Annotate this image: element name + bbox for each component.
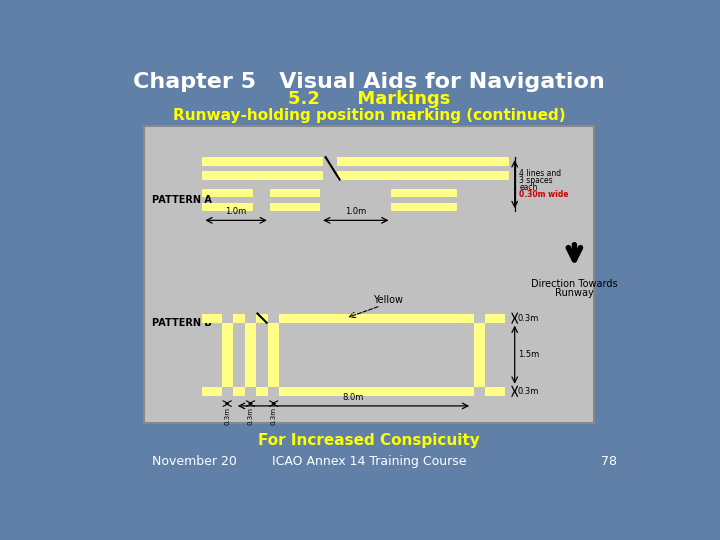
Bar — [202, 189, 253, 197]
Bar — [202, 387, 505, 396]
Text: 1.5m: 1.5m — [518, 350, 539, 359]
Bar — [245, 323, 256, 387]
Bar — [279, 314, 474, 323]
Text: 3 spaces: 3 spaces — [519, 176, 553, 185]
Bar — [269, 314, 279, 323]
Text: each: each — [519, 183, 538, 192]
Text: 1.0m: 1.0m — [225, 207, 247, 217]
Bar — [337, 157, 508, 166]
Bar — [474, 387, 485, 396]
Bar — [222, 323, 233, 387]
Text: 0.30m wide: 0.30m wide — [519, 190, 569, 199]
Bar — [202, 314, 505, 323]
Bar — [245, 314, 256, 323]
Bar — [485, 314, 505, 323]
Bar — [144, 126, 594, 423]
Text: 1.0m: 1.0m — [345, 207, 366, 217]
Bar — [337, 171, 508, 179]
Text: 0.3m: 0.3m — [248, 407, 253, 424]
Text: Chapter 5   Visual Aids for Navigation: Chapter 5 Visual Aids for Navigation — [133, 72, 605, 92]
Text: November 20: November 20 — [152, 455, 237, 468]
Bar — [256, 314, 269, 323]
Bar — [485, 387, 505, 396]
Bar — [270, 202, 320, 211]
Text: Direction Towards: Direction Towards — [531, 279, 618, 289]
Bar — [202, 202, 253, 211]
Bar — [202, 387, 222, 396]
Bar — [233, 387, 245, 396]
Text: 0.3m: 0.3m — [224, 407, 230, 424]
Bar — [270, 189, 320, 197]
Text: For Increased Conspicuity: For Increased Conspicuity — [258, 433, 480, 448]
Bar — [245, 387, 256, 396]
Bar — [279, 387, 474, 396]
Text: 0.3m: 0.3m — [518, 387, 539, 396]
Text: 0.3m: 0.3m — [518, 314, 539, 322]
Bar — [222, 314, 233, 323]
Bar — [202, 157, 323, 166]
Bar — [269, 323, 279, 387]
Bar — [233, 314, 245, 323]
Bar — [269, 387, 279, 396]
Text: PATTERN A: PATTERN A — [152, 194, 212, 205]
Bar — [202, 314, 222, 323]
Text: 78: 78 — [601, 455, 618, 468]
Bar — [202, 171, 323, 179]
Bar — [474, 314, 485, 323]
Bar — [256, 387, 269, 396]
Bar — [222, 387, 233, 396]
Text: Yellow: Yellow — [374, 295, 403, 305]
Text: ICAO Annex 14 Training Course: ICAO Annex 14 Training Course — [271, 455, 467, 468]
Text: Runway-holding position marking (continued): Runway-holding position marking (continu… — [173, 108, 565, 123]
Text: PATTERN B: PATTERN B — [152, 318, 212, 328]
Text: Runway: Runway — [555, 288, 594, 298]
Text: 0.3m: 0.3m — [271, 407, 276, 424]
Text: 4 lines and: 4 lines and — [519, 169, 562, 178]
Bar — [474, 323, 485, 387]
Text: 5.2      Markings: 5.2 Markings — [288, 90, 450, 107]
Bar — [392, 202, 457, 211]
Text: 8.0m: 8.0m — [343, 393, 364, 402]
Bar — [392, 189, 457, 197]
